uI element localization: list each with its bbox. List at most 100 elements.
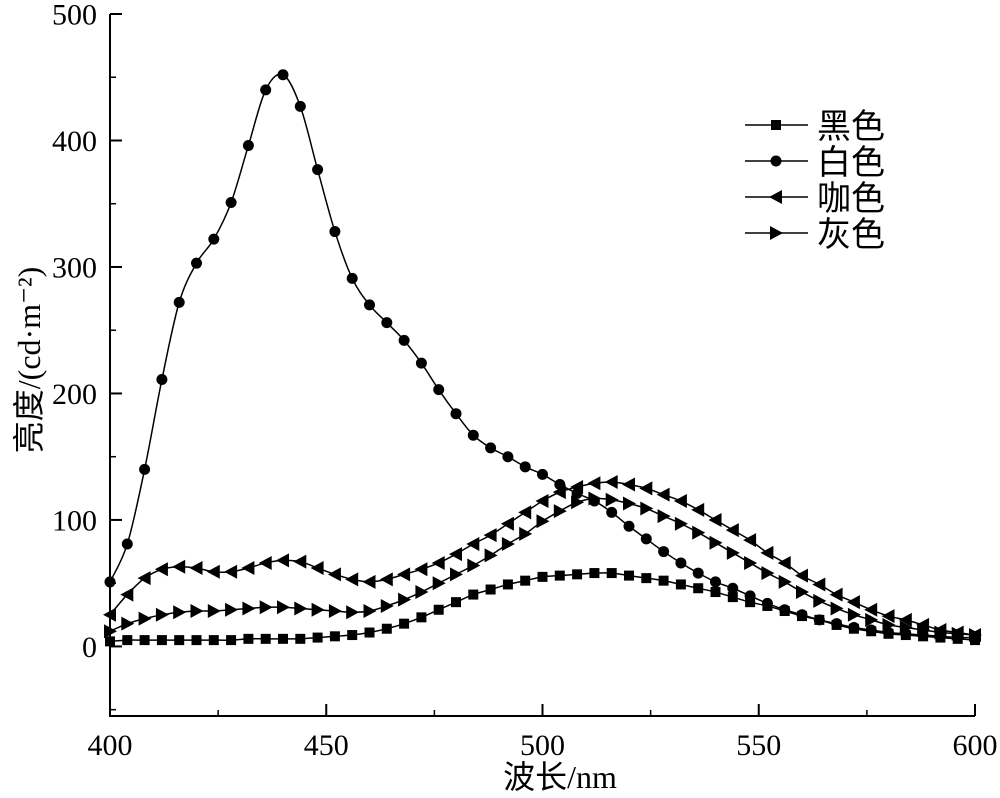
square-point: [693, 583, 704, 594]
triangle-left-point: [829, 587, 843, 602]
triangle-right-point: [951, 626, 965, 641]
triangle-right-point: [847, 607, 861, 622]
circle-point: [156, 374, 168, 386]
triangle-right-point: [865, 612, 879, 627]
circle-point: [260, 84, 272, 96]
triangle-right-point: [657, 509, 671, 524]
triangle-left-point: [864, 602, 878, 617]
square-point: [468, 589, 479, 600]
triangle-left-point: [691, 502, 705, 517]
circle-point: [796, 609, 808, 621]
square-point: [347, 630, 358, 641]
triangle-right-point: [259, 600, 273, 615]
triangle-left-point: [189, 561, 203, 576]
square-point: [364, 627, 375, 638]
circle-point: [450, 408, 462, 420]
triangle-right-point: [640, 501, 654, 516]
triangle-right-point: [173, 605, 187, 620]
triangle-left-point: [570, 480, 584, 495]
legend-label: 灰色: [817, 216, 885, 254]
circle-point: [139, 463, 151, 475]
triangle-left-point: [293, 554, 307, 569]
triangle-left-point: [812, 577, 826, 592]
circle-point: [519, 461, 531, 473]
circle-point: [623, 520, 635, 532]
circle-point: [658, 546, 670, 558]
triangle-right-point: [328, 604, 342, 619]
axis-tick-labels: 400 450 500 550 600 0 100 200 300 400 500: [52, 0, 998, 762]
square-point: [727, 592, 738, 603]
triangle-left-point: [137, 571, 151, 586]
y-tick-label: 100: [52, 504, 97, 537]
triangle-right-point: [969, 628, 982, 643]
square-point: [710, 587, 721, 598]
square-point: [745, 597, 756, 608]
circle-point: [865, 624, 877, 636]
triangle-left-point: [552, 485, 566, 500]
triangle-right-point: [484, 548, 498, 563]
triangle-left-point: [483, 528, 497, 543]
x-tick-label: 600: [953, 729, 998, 762]
square-point: [399, 618, 410, 629]
triangle-left-point: [345, 572, 359, 587]
square-point: [641, 573, 652, 584]
circle-point: [675, 557, 687, 569]
triangle-right-point: [363, 604, 377, 619]
circle-point: [364, 299, 375, 311]
square-point: [675, 579, 686, 590]
triangle-left-point: [743, 533, 757, 548]
square-point: [537, 571, 548, 582]
triangle-right-point: [294, 601, 308, 616]
square-point: [658, 575, 669, 586]
square-point: [381, 623, 392, 634]
circle-point: [433, 384, 445, 396]
x-tick-label: 500: [520, 729, 565, 762]
square-point: [485, 584, 496, 595]
triangle-right-point: [121, 616, 135, 631]
triangle-right-point: [225, 602, 239, 617]
triangle-left-point: [414, 562, 428, 577]
circle-point: [502, 451, 514, 463]
circle-point: [312, 164, 324, 176]
square-point: [243, 633, 254, 644]
circle-point: [294, 100, 306, 112]
triangle-left-point: [241, 561, 255, 576]
legend-label: 咖色: [817, 180, 885, 218]
circle-point: [467, 429, 479, 441]
circle-point: [744, 590, 756, 602]
triangle-left-point: [622, 477, 635, 492]
triangle-left-point: [172, 559, 186, 574]
circle-point: [329, 226, 341, 238]
triangle-left-point: [898, 612, 912, 627]
circle-point: [692, 567, 704, 579]
circle-point: [208, 233, 220, 245]
triangle-right-point: [536, 514, 550, 529]
legend-item: 黑色: [745, 108, 885, 146]
triangle-right-point: [467, 558, 481, 573]
circle-point: [779, 604, 791, 616]
triangle-right-point: [380, 598, 394, 613]
circle-point: [191, 257, 202, 269]
triangle-right-point: [346, 605, 360, 620]
triangle-left-point: [656, 487, 670, 502]
triangle-left-point: [760, 545, 774, 560]
triangle-left-point: [379, 572, 393, 587]
triangle-right-point: [501, 536, 515, 551]
triangle-left-point: [725, 523, 739, 538]
triangle-right-point: [813, 593, 827, 608]
triangle-left-point: [224, 564, 238, 579]
square-point: [139, 635, 150, 646]
legend-sample: [745, 120, 808, 130]
triangle-right-point: [190, 604, 204, 619]
axis-ticks: [109, 13, 976, 716]
triangle-left-point: [639, 481, 653, 496]
legend-item: 灰色: [745, 216, 885, 254]
square-point: [174, 635, 185, 646]
triangle-right-point: [277, 600, 290, 615]
triangle-left-point: [535, 493, 549, 508]
triangle-left-point: [206, 564, 220, 579]
square-point: [451, 597, 461, 608]
legend-label: 黑色: [817, 108, 885, 146]
legend-item: 咖色: [745, 180, 885, 218]
